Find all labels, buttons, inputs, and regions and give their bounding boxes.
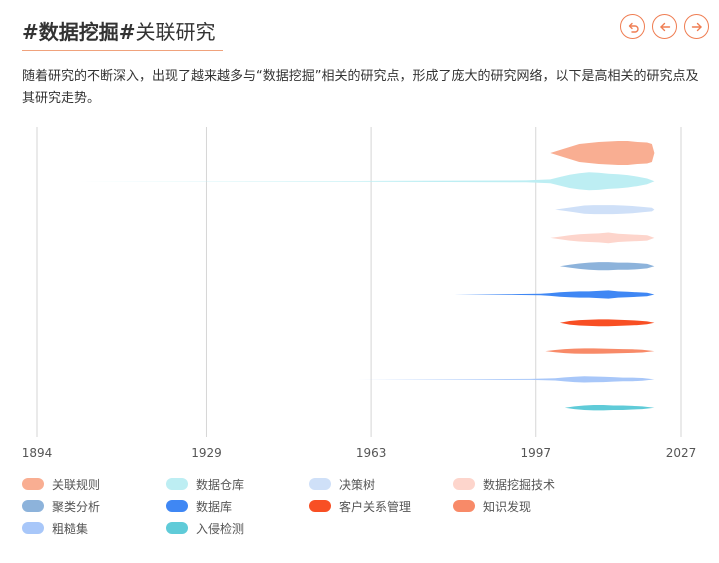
stream-聚类分析[interactable] — [559, 262, 655, 271]
stream-数据库[interactable] — [453, 290, 655, 299]
legend-label: 数据挖掘技术 — [483, 477, 556, 492]
legend-swatch — [309, 478, 331, 490]
undo-button[interactable] — [620, 14, 645, 39]
legend-item[interactable]: 数据仓库 — [166, 476, 244, 492]
x-tick-label: 1963 — [356, 446, 387, 460]
forward-button[interactable] — [684, 14, 709, 39]
x-tick-label: 2027 — [666, 446, 697, 460]
title-suffix: 关联研究 — [135, 20, 216, 44]
legend-item[interactable]: 客户关系管理 — [309, 498, 411, 514]
legend-label: 粗糙集 — [52, 521, 89, 536]
x-tick-label: 1929 — [191, 446, 222, 460]
stream-数据仓库[interactable] — [75, 172, 655, 191]
legend-swatch — [453, 500, 475, 512]
legend-label: 客户关系管理 — [339, 499, 412, 514]
legend-label: 入侵检测 — [196, 521, 245, 536]
arrow-left-icon — [659, 22, 670, 31]
legend-label: 知识发现 — [483, 499, 532, 514]
stream-知识发现[interactable] — [545, 348, 655, 354]
back-button[interactable] — [652, 14, 677, 39]
stream-客户关系管理[interactable] — [559, 319, 655, 327]
legend-label: 数据仓库 — [196, 477, 245, 492]
stream-入侵检测[interactable] — [564, 405, 655, 411]
x-tick-label: 1894 — [22, 446, 53, 460]
legend-swatch — [22, 500, 44, 512]
title-topic: #数据挖掘# — [22, 20, 136, 44]
legend-item[interactable]: 知识发现 — [453, 498, 531, 514]
page-title: #数据挖掘#关联研究 — [22, 16, 216, 45]
legend-swatch — [453, 478, 475, 490]
legend-swatch — [22, 478, 44, 490]
legend-label: 聚类分析 — [52, 499, 101, 514]
x-tick-label: 1997 — [520, 446, 551, 460]
legend-swatch — [22, 522, 44, 534]
legend-swatch — [166, 500, 188, 512]
legend-item[interactable]: 数据库 — [166, 498, 232, 514]
legend-swatch — [166, 478, 188, 490]
stream-粗糙集[interactable] — [356, 376, 655, 383]
legend-swatch — [166, 522, 188, 534]
stream-决策树[interactable] — [555, 205, 655, 215]
legend-item[interactable]: 决策树 — [309, 476, 375, 492]
arrow-right-icon — [691, 22, 702, 31]
undo-icon — [628, 22, 639, 33]
streamgraph-chart: 1894 1929 1963 1997 2027 — [22, 127, 697, 460]
legend-item[interactable]: 聚类分析 — [22, 498, 100, 514]
legend-label: 关联规则 — [52, 477, 101, 492]
legend-label: 决策树 — [339, 477, 376, 492]
nav-buttons — [620, 14, 709, 39]
legend-item[interactable]: 粗糙集 — [22, 520, 88, 536]
stream-关联规则[interactable] — [550, 141, 655, 165]
title-underline — [22, 50, 223, 51]
description: 随着研究的不断深入，出现了越来越多与“数据挖掘”相关的研究点，形成了庞大的研究网… — [22, 69, 699, 106]
legend-item[interactable]: 数据挖掘技术 — [453, 476, 555, 492]
legend-swatch — [309, 500, 331, 512]
legend-item[interactable]: 入侵检测 — [166, 520, 244, 536]
legend-label: 数据库 — [196, 499, 233, 514]
stream-数据挖掘技术[interactable] — [550, 232, 655, 244]
legend-item[interactable]: 关联规则 — [22, 476, 100, 492]
